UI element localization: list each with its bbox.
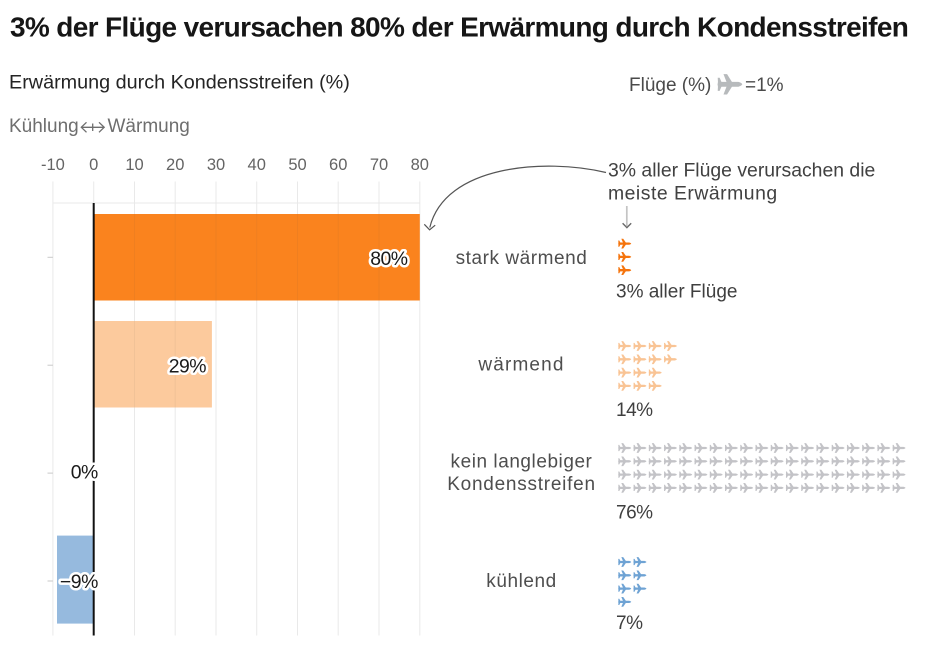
svg-text:70: 70 [370, 156, 388, 174]
svg-text:Kühlung: Kühlung [9, 116, 79, 137]
svg-text:kein langlebiger: kein langlebiger [451, 451, 593, 472]
svg-text:wärmend: wärmend [477, 355, 564, 376]
svg-text:kühlend: kühlend [486, 571, 556, 592]
svg-text:14%: 14% [616, 400, 653, 421]
svg-text:3% aller Flüge: 3% aller Flüge [616, 281, 737, 302]
svg-text:7%: 7% [616, 613, 643, 634]
svg-text:Erwärmung durch Kondensstreife: Erwärmung durch Kondensstreifen (%) [9, 72, 350, 94]
svg-text:0%: 0% [71, 462, 98, 484]
svg-text:76%: 76% [616, 503, 653, 524]
svg-text:0: 0 [89, 156, 98, 174]
svg-text:80: 80 [411, 156, 429, 174]
svg-text:60: 60 [329, 156, 347, 174]
svg-text:80%: 80% [370, 248, 408, 270]
svg-text:40: 40 [248, 156, 266, 174]
svg-text:stark wärmend: stark wärmend [456, 248, 588, 269]
svg-text:20: 20 [166, 156, 184, 174]
svg-text:Wärmung: Wärmung [108, 116, 190, 137]
svg-text:3% aller Flüge verursachen die: 3% aller Flüge verursachen die [608, 160, 875, 182]
svg-text:Kondensstreifen: Kondensstreifen [447, 474, 596, 495]
svg-text:=1%: =1% [745, 75, 784, 96]
svg-text:50: 50 [288, 156, 306, 174]
svg-text:-10: -10 [41, 156, 65, 174]
svg-text:30: 30 [207, 156, 225, 174]
svg-text:Flüge (%): Flüge (%) [629, 75, 711, 96]
svg-text:meiste Erwärmung: meiste Erwärmung [608, 183, 778, 205]
svg-text:3% der Flüge verursachen 80% d: 3% der Flüge verursachen 80% der Erwärmu… [10, 11, 908, 42]
svg-text:10: 10 [125, 156, 143, 174]
svg-text:29%: 29% [169, 355, 207, 377]
svg-text:−9%: −9% [60, 571, 98, 593]
